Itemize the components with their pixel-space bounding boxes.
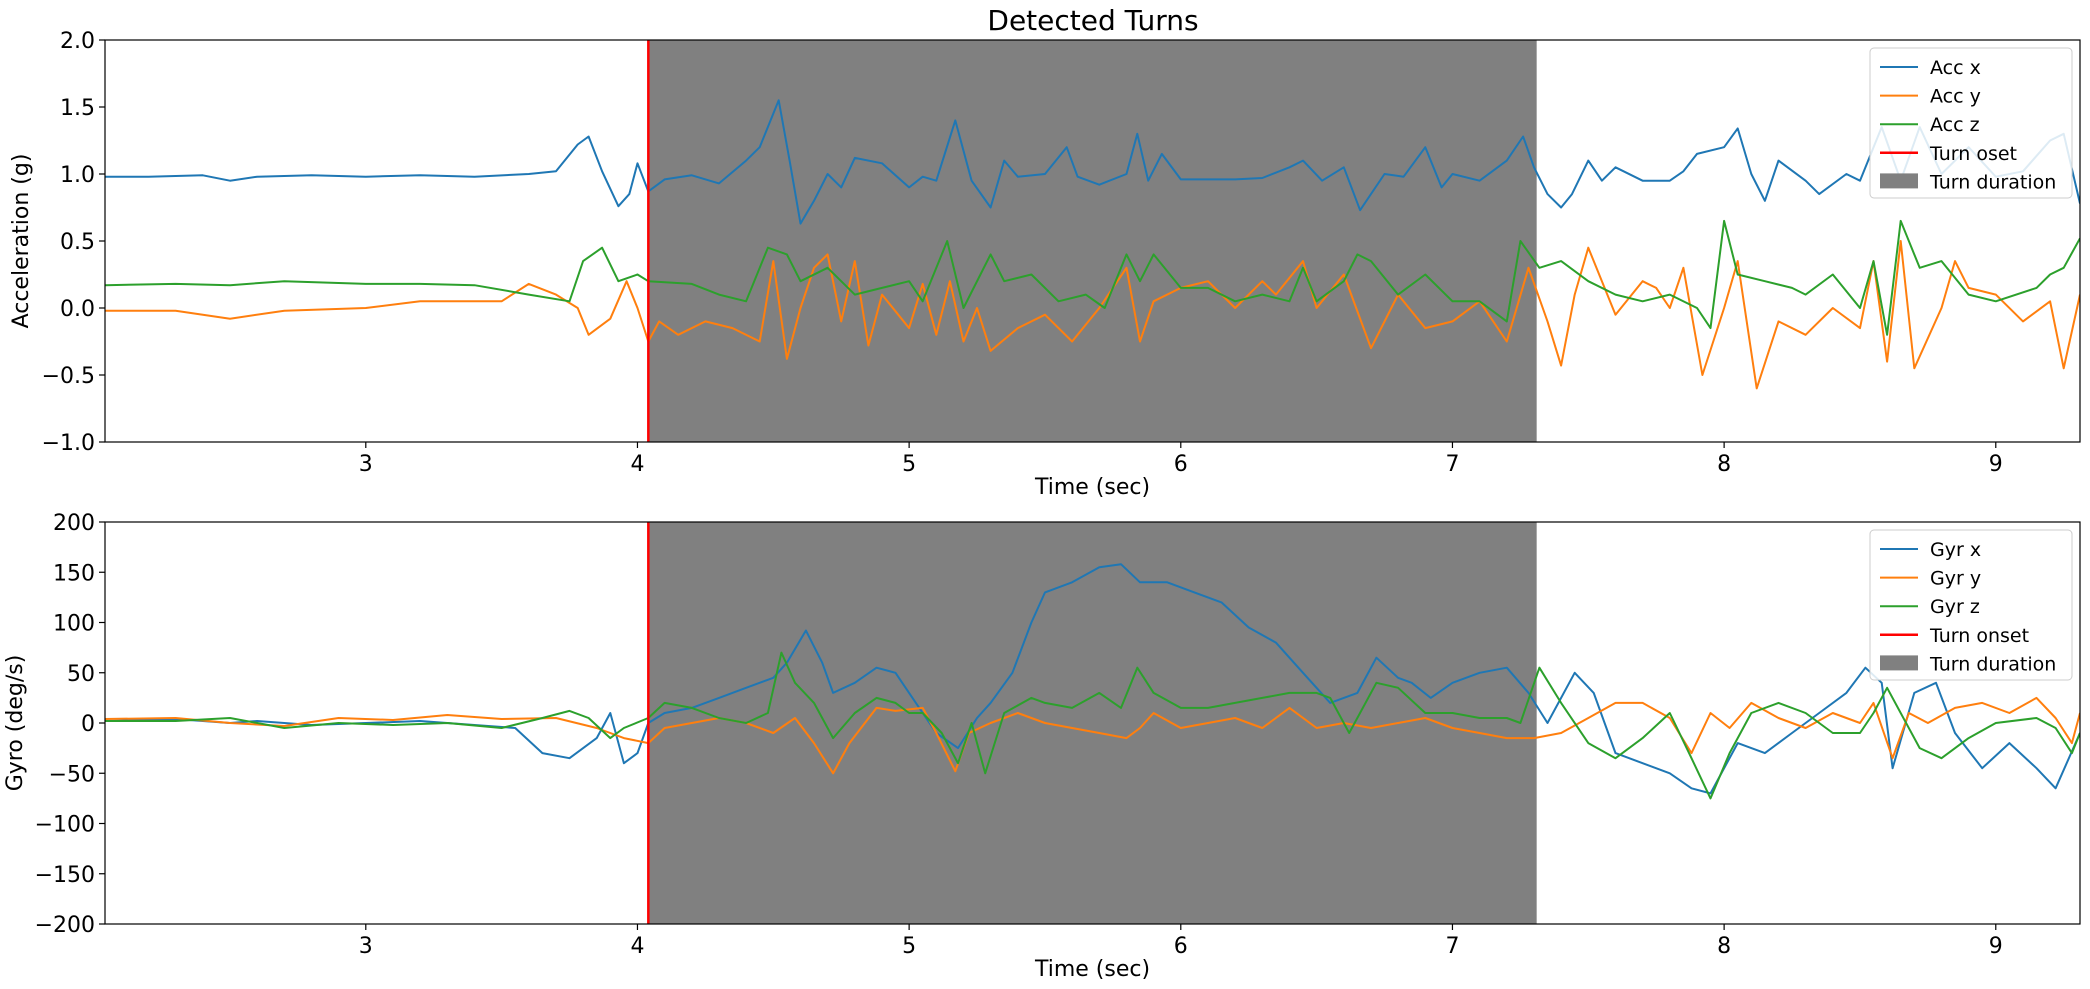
turn-duration-span: [648, 522, 1537, 924]
series-line-gyr-x: [105, 563, 2080, 795]
y-tick-label: 0: [81, 712, 95, 737]
legend: Gyr x Gyr y Gyr z Turn onset Turn duration: [1869, 529, 2073, 681]
legend-label: Turn onset: [1929, 625, 2029, 647]
x-tick-label: 5: [902, 452, 916, 477]
x-tick-label: 4: [630, 452, 644, 477]
y-tick-label: −1.0: [42, 431, 95, 456]
legend: Acc x Acc y Acc z Turn oset Turn duration: [1869, 47, 2073, 199]
x-tick-label: 6: [1174, 452, 1188, 477]
series-line-acc-z: [105, 219, 2080, 336]
legend-label: Acc y: [1930, 86, 1981, 108]
acceleration-subplot: 3 4 5 6 7 8 9 −1.0 −0.5 0.0 0.5 1.0 1.5 2.0 Time (sec)…: [9, 29, 2081, 500]
y-tick-label: 150: [53, 561, 95, 586]
y-axis-label: Acceleration (g): [9, 154, 34, 329]
x-tick-label: 5: [902, 934, 916, 959]
y-tick-label: −200: [35, 913, 95, 938]
series-line-acc-x: [105, 99, 2080, 225]
turn-duration-span: [648, 40, 1537, 442]
series-group: [105, 99, 2080, 390]
x-tick-label: 7: [1445, 934, 1459, 959]
y-tick-label: 1.0: [60, 163, 95, 188]
x-axis-label: Time (sec): [1034, 475, 1150, 500]
y-tick-label: 0.5: [60, 230, 95, 255]
y-tick-label: −150: [35, 863, 95, 888]
legend-label: Turn duration: [1929, 171, 2056, 193]
x-tick-label: 7: [1445, 452, 1459, 477]
x-tick-label: 6: [1174, 934, 1188, 959]
y-tick-label: 0.0: [60, 297, 95, 322]
legend-swatch: [1880, 655, 1918, 671]
legend-label: Acc x: [1930, 57, 1981, 79]
legend-box: [1869, 47, 2073, 199]
legend-label: Acc z: [1930, 114, 1980, 136]
legend-label: Gyr y: [1930, 568, 1981, 590]
y-tick-label: −100: [35, 813, 95, 838]
y-tick-label: 50: [67, 662, 95, 687]
series-group: [105, 563, 2080, 800]
x-tick-label: 8: [1717, 934, 1731, 959]
x-tick-label: 3: [359, 452, 373, 477]
y-tick-label: 1.5: [60, 96, 95, 121]
x-tick-label: 4: [630, 934, 644, 959]
legend-swatch: [1880, 173, 1918, 189]
legend-label: Turn duration: [1929, 653, 2056, 675]
x-tick-label: 3: [359, 934, 373, 959]
y-tick-label: 200: [53, 511, 95, 536]
figure-title: Detected Turns: [987, 4, 1198, 37]
y-tick-label: 2.0: [60, 29, 95, 54]
y-tick-label: −0.5: [42, 364, 95, 389]
x-tick-label: 8: [1717, 452, 1731, 477]
y-tick-label: −50: [49, 762, 95, 787]
series-line-gyr-y: [105, 696, 2080, 775]
legend-label: Gyr z: [1930, 596, 1980, 618]
x-tick-label: 9: [1989, 934, 2003, 959]
legend-label: Turn oset: [1929, 143, 2017, 165]
y-tick-label: 100: [53, 612, 95, 637]
x-axis-label: Time (sec): [1034, 957, 1150, 982]
y-axis-label: Gyro (deg/s): [3, 655, 28, 792]
gyro-subplot: 3 4 5 6 7 8 9 −200 −150 −100 −50 0 50 100 150 200 Time (…: [3, 511, 2081, 982]
series-line-gyr-z: [105, 651, 2080, 800]
legend-label: Gyr x: [1930, 539, 1981, 561]
x-tick-label: 9: [1989, 452, 2003, 477]
legend-box: [1869, 529, 2073, 681]
